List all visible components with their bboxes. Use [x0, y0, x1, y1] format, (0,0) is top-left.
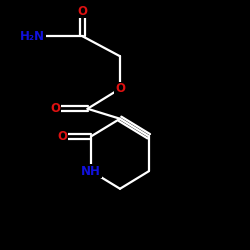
Text: O: O — [58, 130, 68, 143]
Text: O: O — [50, 102, 60, 115]
Text: O: O — [78, 5, 88, 18]
Text: NH: NH — [81, 165, 101, 178]
Text: O: O — [115, 82, 125, 95]
Text: H₂N: H₂N — [20, 30, 45, 43]
